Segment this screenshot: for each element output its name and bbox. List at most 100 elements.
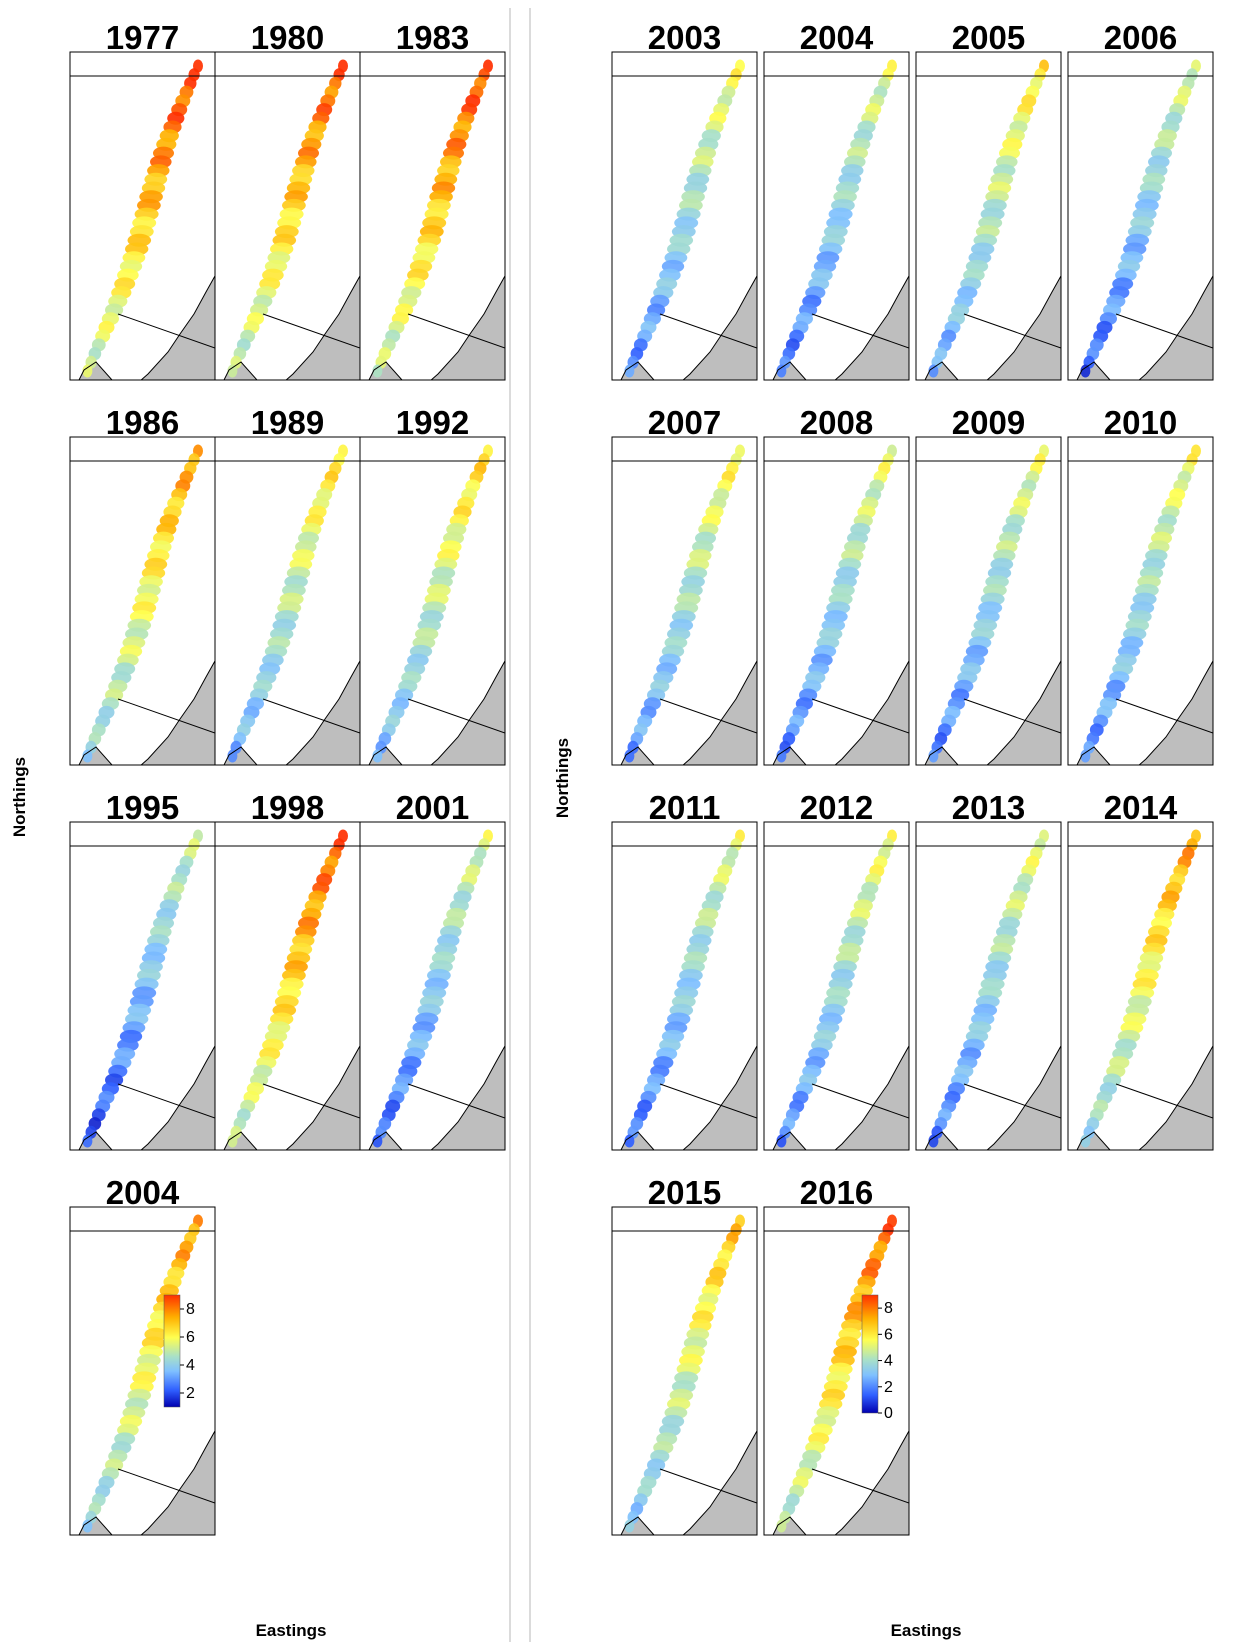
panel-border: [611, 1206, 758, 1536]
map-panel-2015: 2015: [611, 1174, 758, 1536]
shelf-cell: [624, 1519, 635, 1533]
panel-map: [360, 829, 505, 1150]
panel-map: [916, 829, 1061, 1150]
panel-map: [916, 59, 1061, 380]
map-panel-2001: 2001: [359, 789, 506, 1151]
map-panel-1998: 1998: [214, 789, 361, 1151]
panel-border: [611, 51, 758, 381]
panel-year-title: 2011: [649, 789, 721, 826]
panel-map: [612, 829, 757, 1150]
panel-map: [916, 444, 1061, 765]
panel-map: [612, 59, 757, 380]
panel-border: [915, 51, 1062, 381]
panel-map: [70, 444, 215, 765]
colorbar-tick-label: 6: [186, 1329, 195, 1346]
panel-year-title: 2014: [1104, 789, 1178, 826]
panel-grid-right: 2003 2004 2005 2006 2007 2008 2009 2010 2011 2012…: [611, 19, 1214, 1536]
panel-map: [612, 444, 757, 765]
panel-map: [764, 829, 909, 1150]
panel-year-title: 1980: [251, 19, 324, 56]
boundary-line: [963, 1083, 1061, 1119]
shelf-cell: [1080, 1134, 1091, 1148]
map-panel-2012: 2012: [763, 789, 910, 1151]
panel-border: [611, 821, 758, 1151]
panel-map: [1068, 59, 1213, 380]
map-panel-2009: 2009: [915, 404, 1062, 766]
panel-year-title: 1989: [251, 404, 324, 441]
boundary-line: [659, 313, 757, 349]
shelf-cell: [372, 1134, 383, 1148]
panel-year-title: 2005: [952, 19, 1025, 56]
colorbar-ramp: [861, 1294, 879, 1414]
colorbar-tick-label: 8: [884, 1300, 893, 1317]
shelf-cell: [372, 749, 383, 763]
shelf-cell: [624, 749, 635, 763]
boundary-line: [117, 313, 215, 349]
panel-year-title: 2008: [800, 404, 873, 441]
map-panel-1989: 1989: [214, 404, 361, 766]
map-panel-2010: 2010: [1067, 404, 1214, 766]
shelf-cell: [227, 749, 238, 763]
panel-border: [69, 1206, 216, 1536]
shelf-cell: [624, 364, 635, 378]
panel-year-title: 2004: [800, 19, 874, 56]
map-panel-2006: 2006: [1067, 19, 1214, 381]
map-panel-2003: 2003: [611, 19, 758, 381]
colorbar-tick-label: 0: [884, 1405, 893, 1422]
panel-map: [215, 444, 360, 765]
panel-year-title: 1998: [251, 789, 324, 826]
boundary-line: [811, 698, 909, 734]
boundary-line: [117, 1083, 215, 1119]
map-panel-2014: 2014: [1067, 789, 1214, 1151]
panel-year-title: 2006: [1104, 19, 1177, 56]
panel-border: [359, 821, 506, 1151]
panel-map: [70, 1214, 215, 1535]
panel-year-title: 2012: [800, 789, 873, 826]
map-panel-1983: 1983: [359, 19, 506, 381]
map-panel-2008: 2008: [763, 404, 910, 766]
panel-border: [359, 436, 506, 766]
colorbar-tick-label: 4: [186, 1357, 195, 1374]
panel-grid-left: 1977 1980 1983 1986 1989 1992 1995 1998 2001 2004: [69, 19, 506, 1536]
panel-border: [359, 51, 506, 381]
panel-map: [215, 829, 360, 1150]
boundary-line: [407, 1083, 505, 1119]
shelf-cell: [82, 1519, 93, 1533]
x-axis-label-right: Eastings: [891, 1621, 962, 1640]
colorbar-tick-label: 2: [884, 1379, 893, 1396]
boundary-line: [963, 313, 1061, 349]
colorbar-tick-label: 8: [186, 1301, 195, 1318]
boundary-line: [659, 698, 757, 734]
panel-map: [360, 444, 505, 765]
panel-year-title: 2007: [648, 404, 721, 441]
shelf-cell: [776, 1134, 787, 1148]
colorbar-left: 8 6 4 2: [163, 1294, 195, 1408]
panel-map: [764, 1214, 909, 1535]
boundary-line: [1115, 313, 1213, 349]
shelf-cell: [776, 364, 787, 378]
shelf-cell: [928, 749, 939, 763]
panel-map: [764, 444, 909, 765]
boundary-line: [1115, 698, 1213, 734]
shelf-cell: [82, 749, 93, 763]
panel-border: [763, 1206, 910, 1536]
panel-border: [915, 436, 1062, 766]
panel-border: [763, 821, 910, 1151]
boundary-line: [407, 313, 505, 349]
colorbar-tick-label: 6: [884, 1326, 893, 1343]
boundary-line: [117, 698, 215, 734]
colorbar-right: 8 6 4 2 0: [861, 1294, 893, 1422]
panel-year-title: 2009: [952, 404, 1025, 441]
panel-border: [915, 821, 1062, 1151]
map-panel-2007: 2007: [611, 404, 758, 766]
colorbars: 8 6 4 2 8 6 4 2 0: [163, 1294, 893, 1422]
colorbar-tick-label: 2: [186, 1385, 195, 1402]
panel-map: [70, 59, 215, 380]
shelf-cell: [928, 364, 939, 378]
boundary-line: [117, 1468, 215, 1504]
panel-map: [1068, 829, 1213, 1150]
map-panel-2004: 2004: [763, 19, 910, 381]
panel-year-title: 2010: [1104, 404, 1177, 441]
shelf-cell: [776, 1519, 787, 1533]
